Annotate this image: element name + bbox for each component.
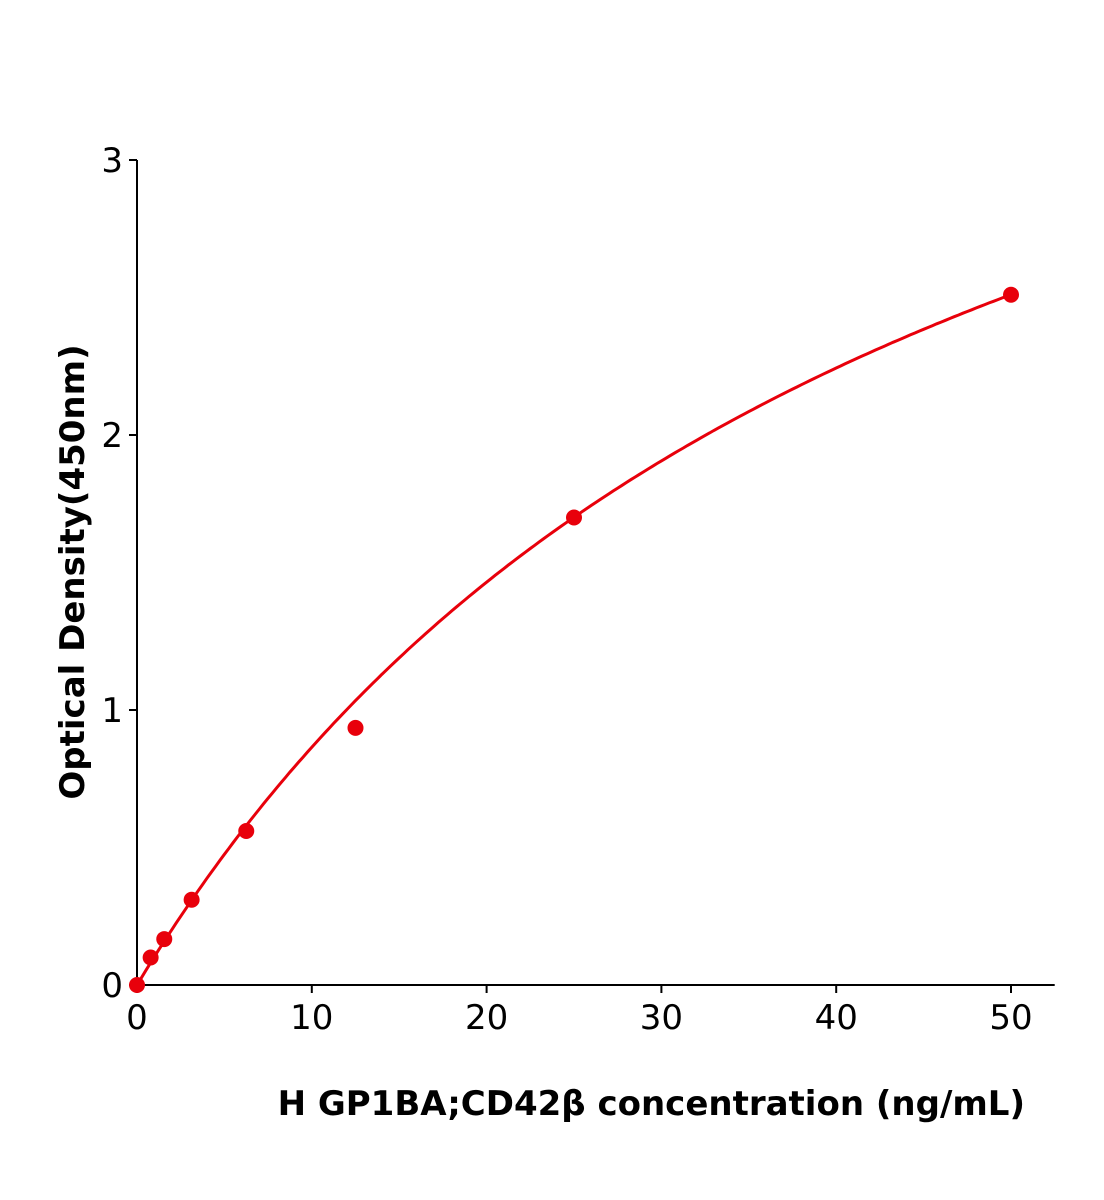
data-point [347, 719, 364, 736]
data-point [156, 931, 173, 948]
axes: 0 10 20 30 40 50 0 1 2 3 [101, 141, 1055, 1038]
data-point [142, 949, 159, 966]
data-point [566, 509, 582, 526]
y-axis-label: Optical Density(450nm) [53, 344, 93, 799]
x-tick-label: 30 [640, 998, 683, 1038]
y-tick-label: 0 [101, 966, 123, 1006]
x-tick-label: 10 [290, 998, 333, 1038]
data-point [238, 823, 255, 839]
x-axis-label: H GP1BA;CD42β concentration (ng/mL) [278, 1084, 1025, 1124]
y-tick-label: 2 [101, 416, 123, 456]
y-tick-label: 1 [101, 691, 123, 731]
x-tick-label: 0 [126, 998, 148, 1038]
data-point [183, 891, 200, 908]
data-point [129, 977, 145, 993]
data-points [129, 286, 1019, 993]
x-tick-label: 20 [465, 998, 508, 1038]
data-point [1003, 286, 1019, 303]
y-tick-label: 3 [101, 141, 123, 181]
x-tick-label: 40 [815, 998, 858, 1038]
fit-curve [135, 293, 1012, 986]
x-tick-label: 50 [989, 998, 1032, 1038]
